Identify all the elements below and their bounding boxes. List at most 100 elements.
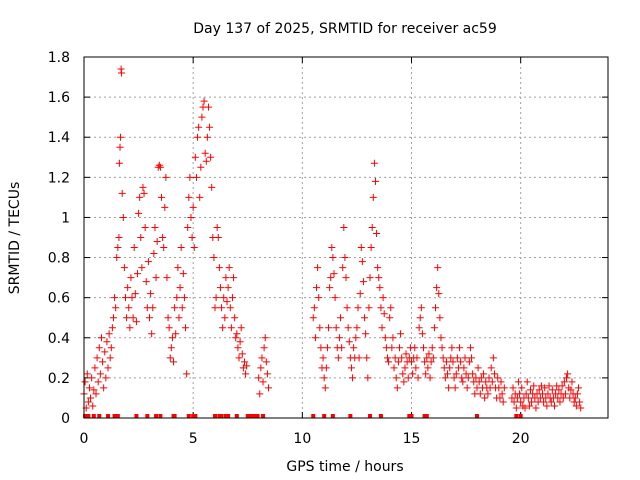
data-point: [104, 364, 112, 372]
data-point: [522, 390, 530, 398]
data-point: [215, 264, 223, 272]
data-point: [439, 354, 447, 362]
baseline-point: [86, 414, 91, 418]
data-point: [85, 384, 93, 392]
baseline-point: [115, 414, 120, 418]
data-point: [343, 304, 351, 312]
data-point: [256, 390, 264, 398]
data-point: [128, 294, 136, 302]
data-point: [339, 264, 347, 272]
baseline-point: [97, 414, 102, 418]
baseline-point: [186, 414, 191, 418]
data-point: [331, 294, 339, 302]
data-point: [347, 364, 355, 372]
data-point: [514, 378, 522, 386]
data-point: [197, 163, 205, 171]
baseline-point: [145, 414, 150, 418]
data-point: [362, 330, 370, 338]
data-point: [433, 284, 441, 292]
data-point: [192, 173, 200, 181]
data-point: [213, 223, 221, 231]
data-point: [577, 404, 585, 412]
data-point: [316, 324, 324, 332]
data-point: [100, 384, 108, 392]
data-point: [207, 153, 215, 161]
baseline-point: [378, 414, 383, 418]
data-point: [366, 274, 374, 282]
data-point: [444, 370, 452, 378]
data-point: [315, 294, 323, 302]
baseline-point: [252, 414, 257, 418]
data-point: [437, 334, 445, 342]
data-point: [401, 364, 409, 372]
data-point: [459, 378, 467, 386]
data-point: [180, 294, 188, 302]
data-point: [92, 390, 100, 398]
y-tick-label: 0.4: [48, 331, 70, 347]
data-point: [349, 374, 357, 382]
data-point: [576, 398, 584, 406]
data-point: [167, 344, 175, 352]
data-point: [561, 390, 569, 398]
data-point: [428, 344, 436, 352]
data-point: [334, 354, 342, 362]
data-point: [96, 370, 104, 378]
data-point: [435, 290, 443, 298]
data-point: [328, 244, 336, 252]
data-point: [172, 330, 180, 338]
data-point: [314, 264, 322, 272]
data-point: [326, 284, 334, 292]
data-point: [153, 238, 161, 246]
data-point: [120, 264, 128, 272]
data-point: [118, 189, 126, 197]
data-point: [434, 264, 442, 272]
data-point: [148, 330, 156, 338]
data-point: [158, 193, 166, 201]
data-point: [91, 364, 99, 372]
data-point: [162, 173, 170, 181]
data-point: [409, 370, 417, 378]
data-point: [568, 378, 576, 386]
data-point: [178, 304, 186, 312]
data-point: [513, 394, 521, 402]
data-point: [221, 314, 229, 322]
baseline-point: [518, 414, 523, 418]
data-point: [388, 344, 396, 352]
data-point: [512, 404, 520, 412]
data-point: [369, 193, 377, 201]
data-point: [219, 324, 227, 332]
data-point: [535, 386, 543, 394]
data-point: [137, 234, 145, 241]
data-point: [526, 386, 534, 394]
data-point: [490, 370, 498, 378]
data-point: [342, 274, 350, 282]
data-point: [106, 354, 114, 362]
chart-title: Day 137 of 2025, SRMTID for receiver ac5…: [193, 21, 497, 37]
data-point: [442, 358, 450, 366]
data-point: [176, 284, 184, 292]
x-tick-label: 15: [403, 431, 421, 447]
data-point: [350, 344, 358, 352]
points: [80, 65, 585, 418]
y-tick-label: 0: [61, 411, 70, 427]
data-point: [216, 284, 224, 292]
data-point: [147, 290, 155, 298]
data-point: [436, 314, 444, 322]
data-point: [327, 274, 335, 282]
baseline-point: [191, 414, 196, 418]
y-axis-label: SRMTID / TECUs: [7, 182, 23, 295]
x-tick-label: 0: [80, 431, 89, 447]
baseline-point: [193, 414, 198, 418]
data-point: [556, 398, 564, 406]
data-point: [89, 402, 97, 410]
data-point: [83, 370, 91, 378]
data-point: [413, 354, 421, 362]
data-point: [489, 354, 497, 362]
data-point: [203, 133, 211, 141]
data-point: [451, 384, 459, 392]
data-point: [133, 270, 141, 278]
data-point: [551, 402, 559, 410]
data-point: [108, 324, 116, 332]
data-point: [429, 354, 437, 362]
data-point: [311, 334, 319, 342]
